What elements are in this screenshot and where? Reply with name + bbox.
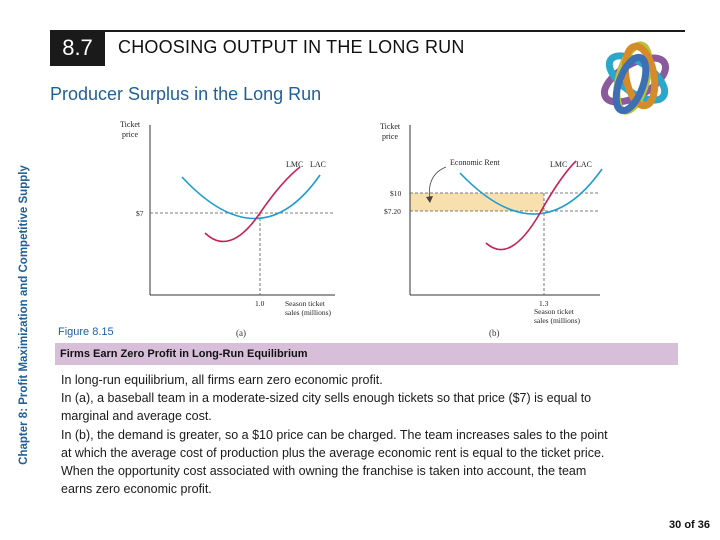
chapter-label: Chapter 8: Profit Maximization and Compe… bbox=[18, 165, 30, 465]
caption-line: In long-run equilibrium, all firms earn … bbox=[61, 373, 383, 387]
rings-logo-icon bbox=[600, 41, 670, 115]
panel-b-lmc-curve bbox=[485, 160, 577, 251]
figure-label: Figure 8.15 bbox=[58, 326, 114, 338]
panel-b-y-axis-label-1: Ticket bbox=[380, 122, 401, 131]
chart-panel-a: Ticket price $7 1.0 Season ticket sales … bbox=[120, 120, 335, 317]
panel-b-economic-rent-label: Economic Rent bbox=[450, 158, 500, 167]
caption-line: marginal and average cost. bbox=[61, 409, 212, 424]
panel-a-lmc-label: LMC bbox=[286, 160, 303, 169]
panel-a-y-axis-label-2: price bbox=[122, 130, 138, 139]
chapter-sidebar: Chapter 8: Profit Maximization and Compe… bbox=[10, 140, 38, 490]
panel-a-lmc-curve bbox=[204, 166, 301, 243]
caption-line: at which the average cost of production … bbox=[61, 445, 605, 460]
page-number: 30 of 36 bbox=[669, 519, 710, 531]
panel-b-tag: (b) bbox=[489, 328, 500, 338]
panel-b-price-tick-low: $7.20 bbox=[384, 207, 401, 216]
panel-a-lac-curve bbox=[181, 174, 321, 220]
panel-b-price-tick-high: $10 bbox=[390, 189, 402, 198]
caption-line: When the opportunity cost associated wit… bbox=[61, 464, 587, 479]
panel-b-y-axis-label-2: price bbox=[382, 132, 398, 141]
panel-b-x-axis-label-2: sales (millions) bbox=[534, 316, 581, 325]
caption-line: earns zero economic profit. bbox=[61, 482, 212, 497]
panel-b-economic-rent-area bbox=[410, 193, 544, 211]
panel-a-price-tick: $7 bbox=[136, 209, 144, 218]
panel-b-lmc-label: LMC bbox=[550, 160, 567, 169]
caption-line: In (a), a baseball team in a moderate-si… bbox=[61, 391, 592, 406]
chart-panel-b: Ticket price $10 $7.20 1.3 Season ticket… bbox=[380, 122, 603, 325]
panel-a-tag: (a) bbox=[236, 328, 246, 338]
panel-b-lac-curve bbox=[459, 168, 603, 215]
caption-line: In (b), the demand is greater, so a $10 … bbox=[61, 427, 608, 442]
panel-a-lac-label: LAC bbox=[310, 160, 326, 169]
caption-title: Firms Earn Zero Profit in Long-Run Equil… bbox=[60, 348, 308, 360]
panel-a-x-axis-label-1: Season ticket bbox=[285, 299, 326, 308]
panel-b-lac-label: LAC bbox=[576, 160, 592, 169]
section-number-badge: 8.7 bbox=[50, 30, 105, 66]
panel-b-quantity-tick: 1.3 bbox=[539, 299, 549, 308]
panel-a-y-axis-label-1: Ticket bbox=[120, 120, 141, 129]
caption-body: In long-run equilibrium, all firms earn … bbox=[61, 371, 701, 498]
panel-b-arrow-head-icon bbox=[426, 196, 433, 203]
slide-subtitle: Producer Surplus in the Long Run bbox=[50, 84, 322, 104]
panel-a-x-axis-label-2: sales (millions) bbox=[285, 308, 332, 317]
caption-bar bbox=[55, 343, 678, 365]
panel-a-quantity-tick: 1.0 bbox=[255, 299, 265, 308]
panel-b-x-axis-label-1: Season ticket bbox=[534, 307, 575, 316]
header-rule bbox=[105, 30, 685, 32]
section-title: CHOOSING OUTPUT IN THE LONG RUN bbox=[118, 37, 465, 57]
